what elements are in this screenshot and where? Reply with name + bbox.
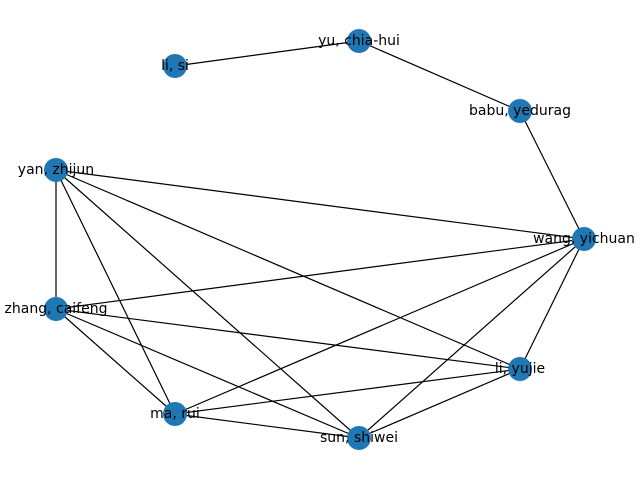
edge-wang_yichuan-li_yujie <box>519 238 585 370</box>
node-yu_chia_hui <box>347 29 371 53</box>
edge-wang_yichuan-ma_rui <box>174 238 585 415</box>
edge-wang_yichuan-zhang_caifeng <box>55 238 585 310</box>
edges-layer <box>55 40 585 439</box>
node-babu_yedurag <box>508 99 532 123</box>
node-label-li_yujie: li, yujie <box>495 361 545 377</box>
edge-yan_zhijun-wang_yichuan <box>55 169 585 240</box>
edge-zhang_caifeng-ma_rui <box>55 308 176 415</box>
edge-yan_zhijun-li_yujie <box>55 169 521 370</box>
labels-layer: li, si yu, chia-hui babu, yedurag yan, zhij… <box>5 33 635 446</box>
nodes-layer <box>44 29 596 450</box>
node-li_yujie <box>508 357 532 381</box>
edge-yan_zhijun-sun_shiwei <box>55 169 360 439</box>
node-label-babu_yedurag: babu, yedurag <box>469 103 571 119</box>
node-sun_shiwei <box>347 426 371 450</box>
edge-babu_yedurag-wang_yichuan <box>519 110 585 240</box>
node-label-wang_yichuan: wang, yichuan <box>533 231 635 247</box>
node-zhang_caifeng <box>44 297 68 321</box>
node-label-yan_zhijun: yan, zhijun <box>18 162 94 178</box>
node-ma_rui <box>163 402 187 426</box>
node-wang_yichuan <box>572 227 596 251</box>
node-label-zhang_caifeng: zhang, caifeng <box>5 301 108 317</box>
edge-wang_yichuan-sun_shiwei <box>358 238 585 439</box>
edge-yu_chia_hui-babu_yedurag <box>358 40 521 112</box>
node-label-yu_chia_hui: yu, chia-hui <box>318 33 400 49</box>
edge-zhang_caifeng-li_yujie <box>55 308 521 370</box>
node-yan_zhijun <box>44 158 68 182</box>
edge-li_si-yu_chia_hui <box>174 40 360 67</box>
node-label-sun_shiwei: sun, shiwei <box>320 430 398 446</box>
node-li_si <box>163 54 187 78</box>
edge-yan_zhijun-ma_rui <box>55 169 176 415</box>
edge-zhang_caifeng-sun_shiwei <box>55 308 360 439</box>
edge-li_yujie-ma_rui <box>174 368 521 415</box>
edge-li_yujie-sun_shiwei <box>358 368 521 439</box>
node-label-ma_rui: ma, rui <box>150 406 200 422</box>
edge-ma_rui-sun_shiwei <box>174 413 360 439</box>
node-label-li_si: li, si <box>161 58 189 74</box>
